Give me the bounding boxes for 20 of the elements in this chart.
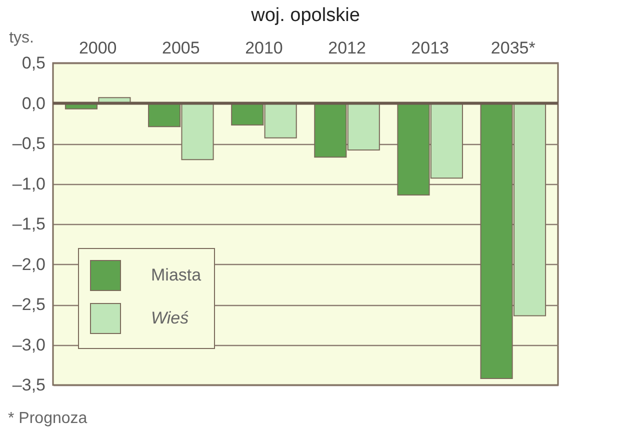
x-tick-label: 2013 [411,38,450,58]
x-tick-label: 2012 [328,38,366,58]
y-tick-label: –3,5 [12,376,46,394]
text: * Prognoza [8,410,88,428]
x-tick-label: 2035* [490,38,536,58]
x-tick-label: 2000 [78,38,117,58]
legend-label: Wieś [151,308,190,328]
y-tick-label: –0,5 [12,134,46,153]
x-tick-label: 2005 [162,38,200,58]
y-tick-label: –2,5 [12,295,46,314]
y-tick-label: –1,0 [12,174,46,194]
y-tick-label: –2,0 [12,254,46,274]
y-tick-label: 0,0 [22,94,46,113]
y-tick-label: –1,5 [12,214,46,234]
y-axis-title: tys. [9,30,34,46]
y-tick-label: 0,5 [22,54,46,72]
chart-title: woj. opolskie [250,5,360,26]
x-tick-label: 2010 [245,38,283,58]
y-tick-label: –3,0 [12,335,46,354]
legend-label: Miasta [151,266,202,284]
